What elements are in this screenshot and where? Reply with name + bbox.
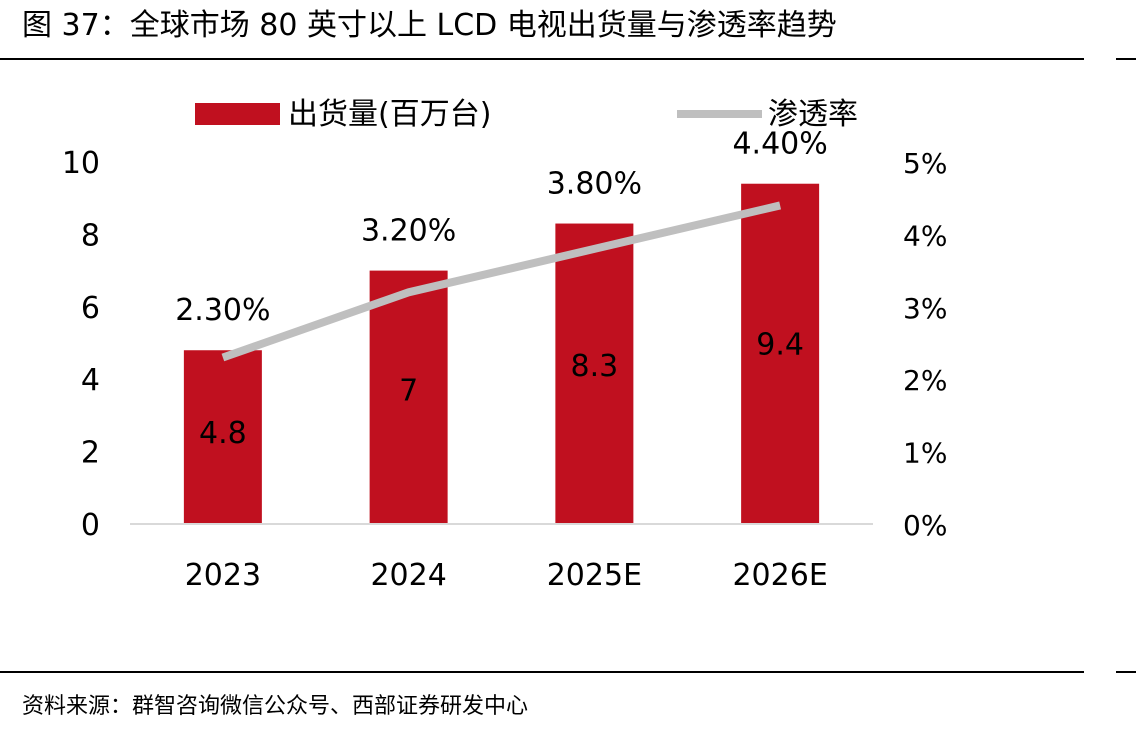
y-right-tick-label: 2% xyxy=(903,364,947,397)
x-axis: 2023 2024 2025E 2026E xyxy=(185,558,828,593)
line-value-label: 3.80% xyxy=(547,167,642,202)
y-left-tick-label: 8 xyxy=(81,218,100,253)
y-left-tick-label: 6 xyxy=(81,291,100,326)
bar-value-label: 4.8 xyxy=(199,416,247,451)
chart: 出货量(百万台) 渗透率 0 2 4 6 8 10 0% 1% 2% 3% 4% 5% 4.8 7 8.… xyxy=(62,97,948,593)
y-right-tick-label: 3% xyxy=(903,292,947,325)
y-left-tick-label: 2 xyxy=(81,436,100,471)
y-right-tick-label: 4% xyxy=(903,219,947,252)
bar-series: 4.8 7 8.3 9.4 xyxy=(183,183,820,525)
line-value-label: 3.20% xyxy=(361,214,456,249)
x-tick-label: 2025E xyxy=(547,558,642,593)
y-axis-left: 0 2 4 6 8 10 xyxy=(62,146,100,543)
x-tick-label: 2023 xyxy=(185,558,261,593)
bar xyxy=(183,350,262,524)
bottom-divider xyxy=(0,671,1084,673)
x-tick-label: 2026E xyxy=(732,558,827,593)
y-right-tick-label: 0% xyxy=(903,509,947,542)
bar-value-label: 9.4 xyxy=(756,328,804,363)
bar-value-label: 7 xyxy=(399,374,418,409)
legend-line-label: 渗透率 xyxy=(768,97,858,132)
bar xyxy=(741,183,820,524)
y-left-tick-label: 4 xyxy=(81,363,100,398)
legend-bar-swatch xyxy=(195,103,280,125)
penetration-line xyxy=(221,201,782,362)
y-right-tick-label: 1% xyxy=(903,437,947,470)
bar xyxy=(369,270,448,524)
line-value-label: 4.40% xyxy=(732,127,827,162)
figure-title: 图 37：全球市场 80 英寸以上 LCD 电视出货量与渗透率趋势 xyxy=(22,8,837,43)
line-value-label: 2.30% xyxy=(175,293,270,328)
top-divider-tail xyxy=(1116,58,1136,60)
x-tick-label: 2024 xyxy=(370,558,446,593)
y-right-tick-label: 5% xyxy=(903,147,947,180)
legend-bar-label: 出货量(百万台) xyxy=(288,97,491,132)
y-axis-right: 0% 1% 2% 3% 4% 5% xyxy=(903,147,947,542)
bottom-divider-tail xyxy=(1116,671,1136,673)
bar-value-label: 8.3 xyxy=(571,349,619,384)
source-note: 资料来源：群智咨询微信公众号、西部证券研发中心 xyxy=(22,694,529,719)
y-left-tick-label: 10 xyxy=(62,146,100,181)
y-left-tick-label: 0 xyxy=(81,508,100,543)
line-series: 2.30% 3.20% 3.80% 4.40% xyxy=(175,127,828,362)
legend: 出货量(百万台) 渗透率 xyxy=(195,97,858,132)
top-divider xyxy=(0,58,1084,60)
bar xyxy=(555,223,634,525)
